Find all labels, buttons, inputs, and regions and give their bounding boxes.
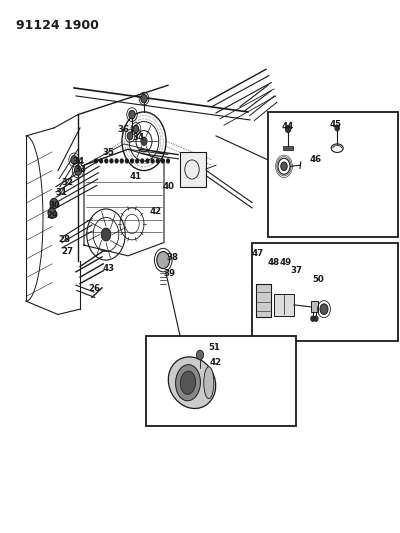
Circle shape — [314, 316, 318, 321]
Bar — [283, 146, 293, 150]
Bar — [268, 112, 398, 237]
Text: 47: 47 — [252, 249, 264, 257]
Text: 41: 41 — [130, 173, 142, 181]
Circle shape — [141, 94, 147, 103]
Text: 39: 39 — [164, 270, 176, 278]
Text: 44: 44 — [281, 123, 293, 131]
Text: 42: 42 — [210, 358, 222, 367]
Text: 36: 36 — [117, 125, 129, 134]
Circle shape — [156, 159, 159, 163]
Text: 51: 51 — [208, 343, 220, 352]
Text: 46: 46 — [310, 156, 322, 164]
Circle shape — [320, 304, 328, 314]
Circle shape — [136, 159, 139, 163]
Text: 30: 30 — [48, 201, 60, 210]
Text: 37: 37 — [291, 266, 303, 275]
Circle shape — [71, 156, 77, 164]
Text: 34: 34 — [133, 133, 145, 142]
Text: 26: 26 — [89, 284, 101, 293]
Text: 40: 40 — [163, 182, 175, 190]
Text: 34: 34 — [72, 157, 84, 166]
Bar — [252, 243, 398, 341]
Text: 48: 48 — [268, 258, 280, 266]
Circle shape — [110, 159, 113, 163]
Text: 50: 50 — [312, 276, 324, 284]
Text: 35: 35 — [102, 149, 114, 157]
Circle shape — [120, 159, 123, 163]
Circle shape — [157, 252, 170, 269]
Bar — [274, 294, 294, 316]
Circle shape — [311, 316, 315, 321]
Circle shape — [127, 132, 133, 140]
Text: 91124 1900: 91124 1900 — [16, 19, 99, 31]
Text: 49: 49 — [280, 258, 292, 266]
Bar — [256, 284, 271, 317]
Circle shape — [151, 159, 154, 163]
Circle shape — [281, 162, 287, 171]
Circle shape — [100, 159, 103, 163]
Circle shape — [141, 137, 147, 146]
Circle shape — [129, 110, 135, 119]
Text: 32: 32 — [61, 179, 73, 187]
Circle shape — [130, 159, 134, 163]
Circle shape — [101, 228, 111, 241]
Text: 29: 29 — [46, 212, 58, 220]
Circle shape — [161, 159, 164, 163]
Circle shape — [115, 159, 118, 163]
Text: 45: 45 — [330, 120, 342, 129]
Ellipse shape — [180, 371, 196, 394]
Circle shape — [196, 350, 204, 360]
Ellipse shape — [204, 367, 214, 399]
Circle shape — [133, 125, 139, 133]
Text: 43: 43 — [103, 264, 115, 273]
Ellipse shape — [176, 365, 200, 401]
Ellipse shape — [168, 357, 216, 408]
Text: 31: 31 — [55, 189, 67, 197]
Circle shape — [141, 159, 144, 163]
Circle shape — [125, 159, 128, 163]
Text: 33: 33 — [74, 165, 86, 174]
Text: 28: 28 — [59, 235, 71, 244]
Circle shape — [285, 125, 291, 133]
Circle shape — [48, 208, 56, 219]
Circle shape — [335, 125, 340, 131]
Circle shape — [146, 159, 149, 163]
Bar — [146, 336, 296, 426]
Circle shape — [166, 159, 170, 163]
Bar — [180, 152, 206, 187]
Text: 42: 42 — [150, 207, 162, 216]
Circle shape — [74, 166, 82, 175]
Text: 27: 27 — [61, 247, 73, 256]
Text: 38: 38 — [166, 253, 178, 262]
Bar — [311, 301, 318, 312]
Circle shape — [105, 159, 108, 163]
Circle shape — [50, 198, 58, 209]
Circle shape — [94, 159, 98, 163]
